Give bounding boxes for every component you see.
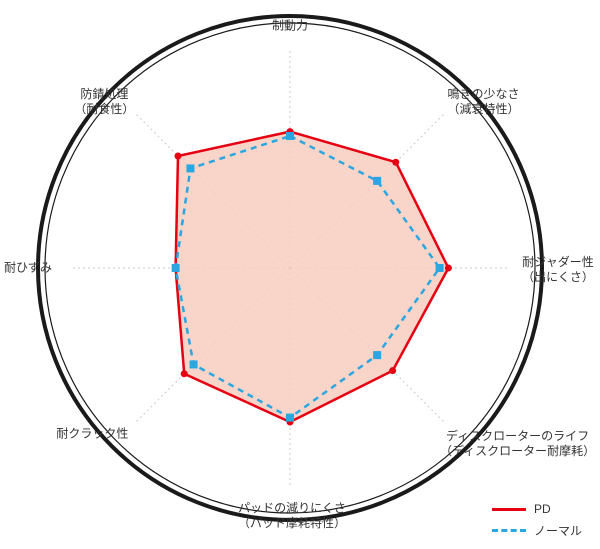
legend-row: PD [492, 502, 582, 516]
legend: PD ノーマル [492, 496, 582, 539]
legend-label: PD [534, 502, 551, 516]
legend-label: ノーマル [534, 522, 582, 539]
legend-swatch [492, 508, 526, 511]
radar-chart [0, 0, 600, 549]
chart-stage: 制動力鳴きの少なさ （減衰特性）耐ジャダー性 （出にくさ）ディスクローターのライ… [0, 0, 600, 549]
legend-swatch [492, 529, 526, 532]
legend-row: ノーマル [492, 522, 582, 539]
